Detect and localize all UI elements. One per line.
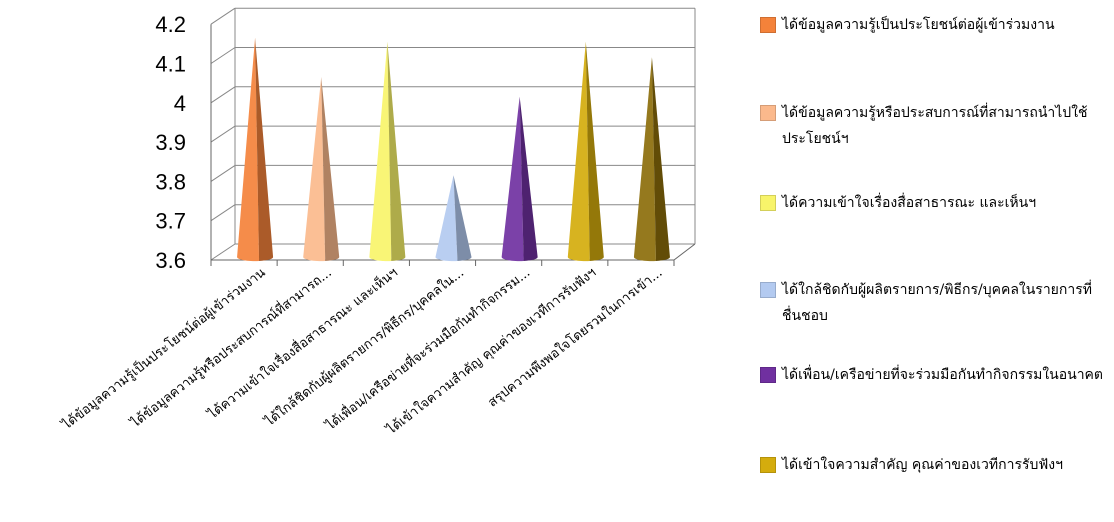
legend-label: ได้ข้อมูลความรู้เป็นประโยชน์ต่อผู้เข้าร่…	[782, 17, 1055, 33]
legend-label: ได้ข้อมูลความรู้หรือประสบการณ์ที่สามารถน…	[782, 105, 1088, 147]
y-tick-label: 4.2	[155, 12, 186, 37]
cone-face-dark	[519, 96, 538, 261]
legend-swatch	[760, 457, 776, 473]
gridline-side	[210, 164, 236, 182]
cone-face-light	[303, 76, 326, 262]
y-tick-label: 4	[174, 91, 186, 116]
cone-face-dark	[651, 57, 670, 261]
cone-face-dark	[585, 41, 604, 261]
floor-right-edge	[673, 243, 696, 261]
legend-item: ได้ความเข้าใจเรื่องสื่อสาธารณะ และเห็นฯ	[760, 190, 1110, 216]
y-tick-label: 4.1	[155, 52, 186, 77]
legend-item: ได้เพื่อน/เครือข่ายที่จะร่วมมือกันทำกิจก…	[760, 362, 1110, 388]
legend: ได้ข้อมูลความรู้เป็นประโยชน์ต่อผู้เข้าร่…	[760, 0, 1114, 522]
cone-face-light	[237, 37, 260, 262]
cone-face-light	[567, 41, 590, 262]
cone	[435, 175, 472, 262]
legend-item: ได้ข้อมูลความรู้หรือประสบการณ์ที่สามารถน…	[760, 100, 1110, 152]
cone	[567, 41, 604, 262]
legend-swatch	[760, 195, 776, 211]
cone	[501, 96, 538, 262]
y-tick-label: 3.9	[155, 130, 186, 155]
legend-swatch	[760, 367, 776, 383]
gridline-side	[210, 7, 236, 25]
y-tick-label: 3.7	[155, 209, 186, 234]
gridline-side	[210, 47, 236, 64]
cone	[633, 57, 670, 262]
legend-label: ได้เข้าใจความสำคัญ คุณค่าของเวทีการรับฟั…	[782, 457, 1063, 473]
gridline-side	[210, 125, 236, 143]
y-tick-label: 3.8	[155, 169, 186, 194]
cone-face-dark	[387, 41, 406, 261]
cone	[237, 37, 274, 262]
cone-face-light	[633, 57, 656, 262]
cone-face-light	[501, 96, 524, 262]
legend-swatch	[760, 17, 776, 33]
legend-item: ได้ใกล้ชิดกับผู้ผลิตรายการ/พิธีกร/บุคคลใ…	[760, 277, 1110, 329]
y-tick-label: 3.6	[155, 248, 186, 273]
legend-label: ได้ความเข้าใจเรื่องสื่อสาธารณะ และเห็นฯ	[782, 195, 1037, 211]
y-axis-tick-labels: 3.6 3.7 3.8 3.9 4 4.1 4.2	[155, 12, 186, 273]
cone	[303, 76, 340, 262]
gridline-side	[210, 204, 236, 222]
cone-face-light	[435, 175, 458, 262]
legend-swatch	[760, 282, 776, 298]
gridline-side	[210, 243, 236, 261]
cone-face-dark	[453, 175, 472, 261]
cone-face-light	[369, 41, 392, 262]
cone-face-dark	[321, 76, 340, 261]
legend-item: ได้ข้อมูลความรู้เป็นประโยชน์ต่อผู้เข้าร่…	[760, 12, 1110, 38]
legend-item: ได้เข้าใจความสำคัญ คุณค่าของเวทีการรับฟั…	[760, 452, 1110, 478]
cone	[369, 41, 406, 262]
cones	[237, 37, 670, 262]
legend-swatch	[760, 105, 776, 121]
gridline-side	[210, 86, 236, 104]
x-axis-tick-labels: ได้ข้อมูลความรู้เป็นประโยชน์ต่อผู้เข้าร่…	[57, 263, 665, 439]
legend-label: ได้ใกล้ชิดกับผู้ผลิตรายการ/พิธีกร/บุคคลใ…	[782, 282, 1092, 324]
legend-label: ได้เพื่อน/เครือข่ายที่จะร่วมมือกันทำกิจก…	[782, 367, 1104, 383]
cone-chart: 3.6 3.7 3.8 3.9 4 4.1 4.2 ได้ข้อมูลความรู้เป็น…	[57, 7, 696, 439]
cone-face-dark	[255, 37, 274, 261]
